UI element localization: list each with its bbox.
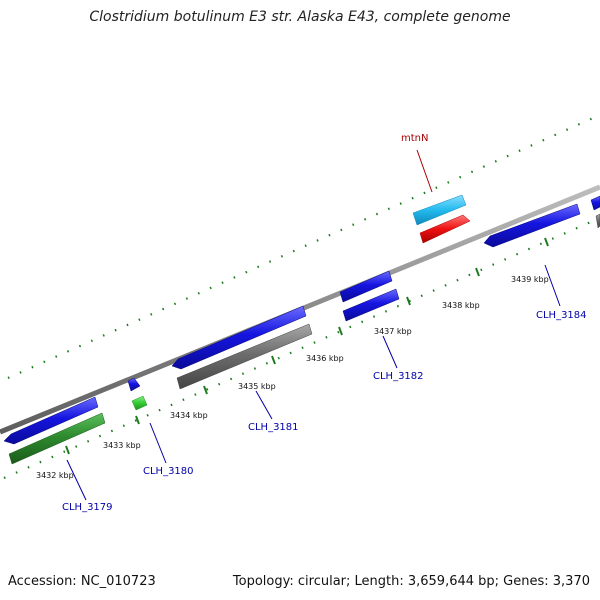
gene-label-clh-3180[interactable]: CLH_3180: [143, 466, 194, 477]
gene-clh-3180-cds[interactable]: [131, 395, 148, 411]
tick-label-3433: 3433 kbp: [103, 441, 141, 450]
gene-clh-3180[interactable]: [127, 377, 141, 392]
major-tick-3436: [338, 326, 343, 336]
tick-label-3439: 3439 kbp: [511, 275, 549, 284]
gene-label-connectors: [66, 149, 561, 501]
major-tick-3437: [406, 296, 411, 306]
connector-clh-3182: [382, 335, 398, 369]
gene-label-clh-3182[interactable]: CLH_3182: [373, 371, 424, 382]
gene-edge-gray[interactable]: [595, 213, 600, 229]
map-title: Clostridium botulinum E3 str. Alaska E43…: [89, 9, 511, 25]
major-tick-3435: [271, 355, 276, 365]
gene-clh-3182[interactable]: [342, 288, 400, 322]
gene-clh-3184[interactable]: [483, 203, 581, 248]
major-tick-3433: [135, 415, 140, 425]
gene-label-clh-3184[interactable]: CLH_3184: [536, 310, 587, 321]
gene-labels: CLH_3179 CLH_3180 CLH_3181 CLH_3182 CLH_…: [62, 133, 587, 513]
connector-mtnn: [416, 149, 433, 193]
tick-label-3432: 3432 kbp: [36, 471, 74, 480]
tick-label-3436: 3436 kbp: [306, 354, 344, 363]
inner-track-dots: [3, 216, 600, 480]
gene-clh-3181[interactable]: [171, 305, 307, 370]
gene-clh-3179-cds[interactable]: [8, 412, 106, 465]
gene-clh-3182-upper[interactable]: [339, 270, 393, 303]
gene-label-clh-3179[interactable]: CLH_3179: [62, 502, 113, 513]
accession-text: Accession: NC_010723: [8, 574, 156, 589]
connector-clh-3184: [544, 264, 561, 307]
feature-label-mtnn[interactable]: mtnN: [401, 133, 428, 144]
tick-label-3435: 3435 kbp: [238, 382, 276, 391]
connector-clh-3180: [149, 422, 167, 464]
major-tick-3438: [475, 267, 480, 277]
gene-clh-3181-cds[interactable]: [176, 323, 313, 390]
gene-mtnn-cds[interactable]: [419, 214, 471, 244]
tick-labels: 3432 kbp 3433 kbp 3434 kbp 3435 kbp 3436…: [36, 275, 549, 480]
gene-mtnn[interactable]: [412, 194, 467, 226]
major-tick-3434: [203, 385, 208, 395]
major-tick-3439: [544, 237, 549, 247]
genome-summary-text: Topology: circular; Length: 3,659,644 bp…: [232, 574, 590, 589]
gene-edge-blue[interactable]: [590, 195, 600, 211]
gene-label-clh-3181[interactable]: CLH_3181: [248, 422, 299, 433]
outer-track-dots: [7, 113, 600, 380]
tick-label-3437: 3437 kbp: [374, 327, 412, 336]
gene-clh-3179[interactable]: [3, 396, 99, 445]
tick-label-3434: 3434 kbp: [170, 411, 208, 420]
major-tick-3432: [65, 445, 70, 455]
connector-clh-3179: [66, 459, 87, 501]
connector-clh-3181: [255, 390, 273, 420]
gene-features: [3, 194, 600, 465]
outer-dotted-track: [7, 113, 600, 380]
tick-label-3438: 3438 kbp: [442, 301, 480, 310]
inner-tick-track: [3, 216, 600, 480]
